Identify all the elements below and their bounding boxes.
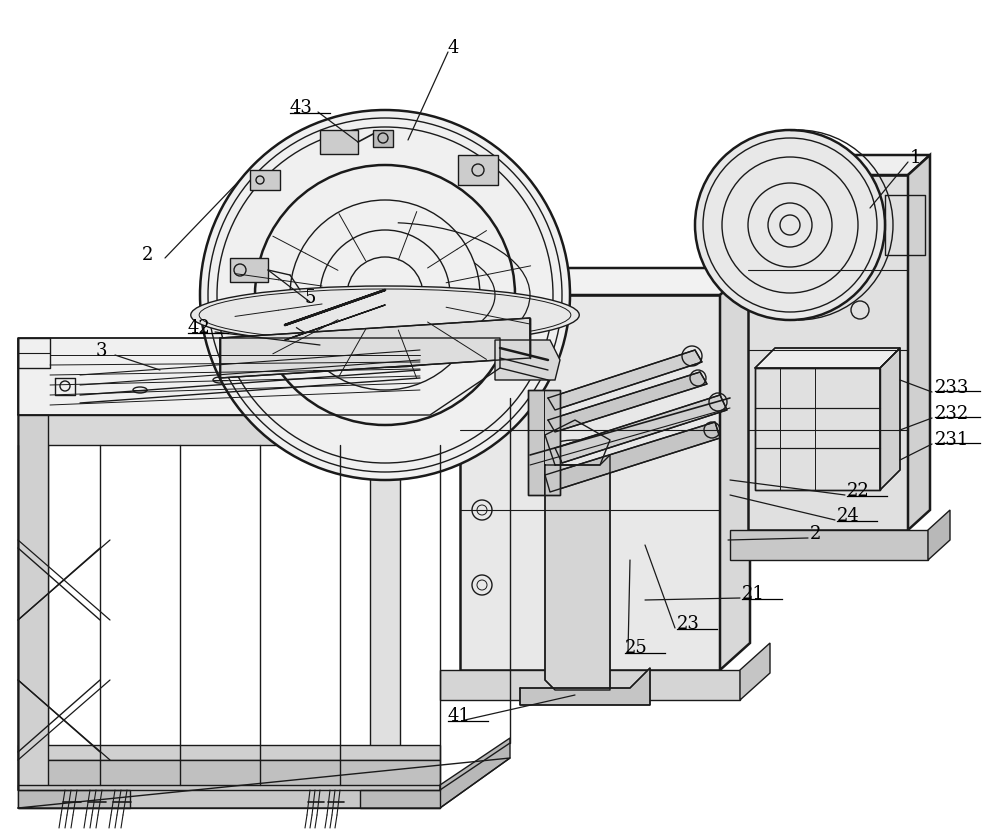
Polygon shape: [458, 155, 498, 185]
Polygon shape: [440, 670, 740, 700]
Text: 24: 24: [837, 507, 860, 525]
Polygon shape: [928, 510, 950, 560]
Polygon shape: [545, 422, 720, 492]
Circle shape: [695, 130, 885, 320]
Polygon shape: [548, 372, 707, 432]
Text: 43: 43: [290, 99, 313, 117]
Polygon shape: [720, 268, 750, 670]
Polygon shape: [555, 395, 727, 463]
Polygon shape: [460, 268, 750, 295]
Polygon shape: [18, 338, 500, 415]
Polygon shape: [730, 530, 928, 560]
Polygon shape: [908, 155, 930, 530]
Polygon shape: [440, 738, 510, 808]
Text: 3: 3: [96, 342, 108, 360]
Text: 22: 22: [847, 482, 870, 500]
Polygon shape: [520, 668, 650, 705]
Polygon shape: [755, 348, 900, 368]
Text: 2: 2: [810, 525, 821, 543]
Text: 232: 232: [935, 405, 969, 423]
Text: 4: 4: [448, 39, 459, 57]
Polygon shape: [18, 415, 48, 790]
Polygon shape: [250, 170, 280, 190]
Polygon shape: [370, 445, 400, 760]
Polygon shape: [548, 350, 702, 410]
Polygon shape: [18, 785, 440, 808]
Ellipse shape: [191, 286, 579, 344]
Polygon shape: [755, 368, 880, 490]
Polygon shape: [748, 155, 930, 175]
Polygon shape: [18, 760, 440, 790]
Text: 231: 231: [935, 431, 969, 449]
Polygon shape: [545, 455, 610, 690]
Polygon shape: [320, 130, 358, 154]
Text: 41: 41: [448, 707, 471, 725]
Polygon shape: [880, 348, 900, 490]
Text: 5: 5: [304, 289, 315, 307]
Polygon shape: [460, 295, 720, 670]
Circle shape: [200, 110, 570, 480]
Text: 25: 25: [625, 639, 648, 657]
Text: 2: 2: [142, 246, 153, 264]
Text: 42: 42: [188, 319, 211, 337]
Polygon shape: [230, 258, 268, 282]
Polygon shape: [373, 130, 393, 147]
Text: 1: 1: [910, 149, 922, 167]
Polygon shape: [495, 340, 560, 380]
Polygon shape: [740, 643, 770, 700]
Polygon shape: [748, 175, 908, 530]
Text: 233: 233: [935, 379, 969, 397]
Polygon shape: [360, 790, 440, 808]
Polygon shape: [528, 390, 560, 495]
Polygon shape: [18, 790, 130, 808]
Polygon shape: [18, 745, 440, 760]
Polygon shape: [18, 415, 430, 445]
Text: 21: 21: [742, 585, 765, 603]
Polygon shape: [18, 445, 48, 760]
Text: 23: 23: [677, 615, 700, 633]
Polygon shape: [220, 318, 530, 378]
Polygon shape: [430, 368, 500, 445]
